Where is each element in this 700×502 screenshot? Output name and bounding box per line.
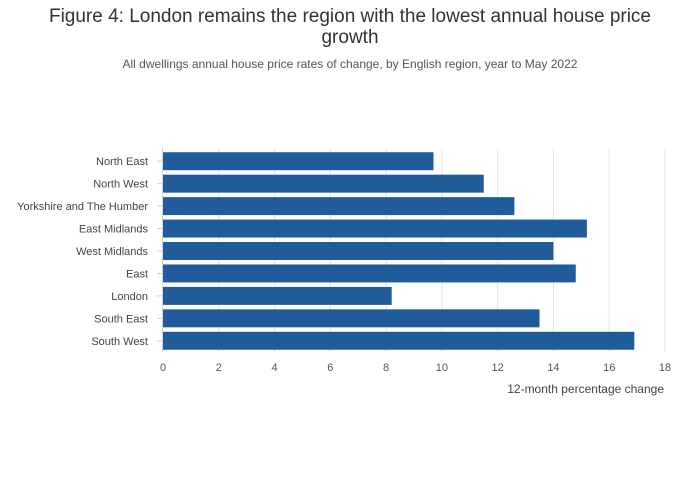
x-tick-label: 6 [327, 362, 333, 374]
bar [163, 174, 484, 193]
bar [163, 197, 515, 216]
x-axis-title: 12-month percentage change [507, 382, 664, 396]
bar [163, 242, 554, 260]
chart-subtitle: All dwellings annual house price rates o… [122, 57, 578, 71]
bar [163, 286, 392, 305]
category-label: Yorkshire and The Humber [17, 201, 148, 213]
category-label: East Midlands [79, 224, 149, 236]
category-label: London [111, 291, 148, 303]
x-tick-label: 10 [436, 362, 448, 374]
x-tick-label: 0 [160, 362, 166, 374]
x-tick-label: 4 [271, 362, 277, 374]
x-tick-label: 8 [383, 362, 389, 374]
chart-title: Figure 4: London remains the region with… [48, 6, 652, 48]
x-tick-label: 14 [547, 362, 559, 374]
x-tick-label: 12 [492, 362, 504, 374]
bar [163, 331, 635, 350]
category-label: West Midlands [76, 246, 148, 258]
category-label: East [126, 268, 148, 280]
category-label: South East [94, 313, 148, 325]
bar [163, 309, 540, 328]
category-label: North West [93, 179, 148, 191]
category-label: North East [96, 156, 148, 168]
x-tick-label: 18 [659, 362, 671, 374]
bar [163, 219, 587, 238]
axes: 0 2 4 6 8 10 12 14 16 18 North East North West Yorks… [17, 148, 671, 374]
bar [163, 152, 434, 171]
bars [163, 152, 635, 350]
x-tick-label: 2 [216, 362, 222, 374]
category-label: South West [91, 336, 148, 348]
x-tick-label: 16 [603, 362, 615, 374]
bar [163, 264, 576, 283]
